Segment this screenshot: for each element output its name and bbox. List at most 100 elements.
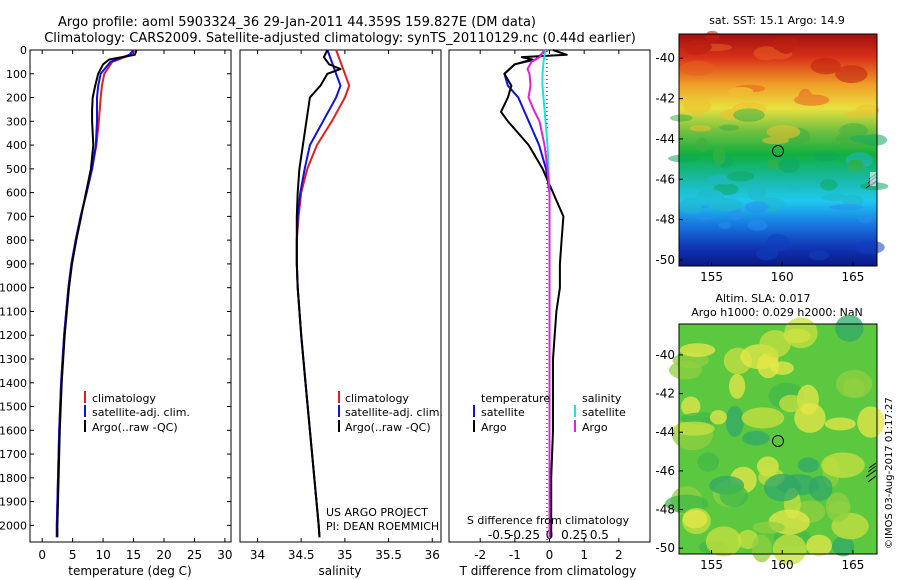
sst-texture-cell — [712, 147, 726, 166]
x-tick-label: 25 — [187, 548, 202, 562]
difference-series — [500, 49, 568, 538]
copyright-stamp: ©IMOS 03-Aug-2017 01:17:27 — [884, 397, 895, 549]
legend-heading-salinity: salinity — [582, 392, 622, 405]
sla-map: Altim. SLA: 0.017 Argo h1000: 0.029 h200… — [655, 292, 885, 572]
temperature-axis: 0 5 10 15 20 25 30 — [38, 50, 233, 562]
sst-texture-cell — [747, 219, 768, 231]
sst-texture-cell — [688, 196, 724, 206]
land-patch — [870, 172, 876, 186]
sst-texture-cell — [753, 46, 779, 61]
x-tick-label: 15 — [126, 548, 141, 562]
sla-texture-cell — [779, 394, 804, 413]
depth-tick-label: 100 — [6, 68, 27, 81]
sst-texture-cell — [705, 30, 720, 42]
difference-panel: -2 -1 0 1 2 -0.5-0.25 0 0.25 0.5 S difference f… — [448, 49, 651, 578]
depth-tick-label: 1300 — [0, 353, 27, 366]
depth-tick-label: 500 — [6, 163, 27, 176]
depth-tick-label: 0 — [20, 44, 27, 57]
sla-texture-cell — [719, 484, 749, 508]
lat-tick-label: -48 — [655, 503, 675, 517]
temperature-series — [55, 49, 138, 538]
sla-texture-cell — [681, 396, 701, 417]
depth-tick-label: 800 — [6, 234, 27, 247]
sst-texture-cell — [695, 137, 708, 153]
lon-tick-label: 165 — [842, 270, 865, 284]
sla-map-subtitle: Argo h1000: 0.029 h2000: NaN — [691, 306, 863, 319]
sla-texture-cell — [742, 430, 770, 446]
depth-tick-label: 400 — [6, 139, 27, 152]
sst-texture-cell — [667, 154, 701, 163]
sst-texture-cell — [747, 183, 767, 202]
s-difference-axis: -0.5-0.25 0 0.25 0.5 — [488, 528, 609, 542]
lat-tick-label: -44 — [655, 132, 675, 146]
sst-texture — [667, 30, 889, 261]
sst-texture-cell — [727, 171, 755, 182]
sla-texture-cell — [842, 377, 866, 398]
lat-tick-label: -44 — [655, 425, 675, 439]
x-tick-label: 0 — [38, 548, 46, 562]
temperature-panel: 0100200300400500600700800900100011001200… — [0, 44, 650, 578]
sst-texture-cell — [860, 182, 889, 191]
sst-texture-cell — [686, 48, 706, 55]
legend-label-satellite: satellite-adj. clim. — [345, 406, 443, 419]
salinity-series — [295, 49, 351, 538]
sst-texture-cell — [762, 136, 789, 145]
lon-tick-label: 165 — [842, 558, 865, 572]
s-difference-label: S difference from climatology — [467, 514, 630, 527]
x-tick-label: 0 — [546, 548, 554, 562]
sst-texture-cell — [727, 87, 754, 96]
lon-tick-label: 160 — [771, 270, 794, 284]
float-location-marker — [772, 145, 784, 157]
depth-tick-label: 600 — [6, 187, 27, 200]
sst-texture-cell — [766, 233, 790, 252]
temperature-panel-frame — [29, 49, 232, 543]
sla-texture-cell — [741, 407, 785, 429]
lat-tick-label: -42 — [655, 387, 675, 401]
lon-tick-label: 160 — [771, 558, 794, 572]
sla-texture-cell — [679, 343, 716, 357]
figure-title: Argo profile: aoml 5903324_36 29-Jan-201… — [58, 15, 536, 30]
sla-texture-cell — [757, 352, 780, 379]
sla-texture-cell — [784, 317, 818, 349]
sla-texture-cell — [772, 533, 807, 565]
sst-texture-cell — [787, 183, 803, 190]
lat-tick-label: -42 — [655, 92, 675, 106]
lon-tick-label: 155 — [700, 558, 723, 572]
x-tick-label: 10 — [95, 548, 110, 562]
lat-tick-label: -50 — [655, 541, 675, 555]
sla-texture-cell — [806, 534, 832, 557]
sla-map-frame — [678, 323, 878, 555]
sla-map-title: Altim. SLA: 0.017 — [715, 292, 810, 305]
sst-texture-cell — [766, 125, 801, 140]
sla-texture-cell — [752, 521, 785, 534]
sst-texture-cell — [847, 159, 864, 172]
sst-texture-cell — [845, 111, 864, 118]
sla-texture-cell — [682, 509, 708, 529]
s-tick-label: 0.5 — [590, 528, 609, 542]
sla-texture-cell — [824, 417, 856, 431]
sla-texture-cell — [857, 406, 885, 438]
temperature-legend: climatology satellite-adj. clim. Argo(..… — [84, 391, 190, 434]
sst-texture-cell — [733, 108, 765, 122]
x-tick-label: -2 — [474, 548, 486, 562]
sst-map-axes: 155 160 165 -40 -42 -44 -46 -48 -50 — [655, 51, 864, 284]
depth-tick-label: 300 — [6, 115, 27, 128]
x-tick-label: 35.5 — [375, 548, 402, 562]
x-tick-label: -1 — [509, 548, 521, 562]
lat-tick-label: -40 — [655, 348, 675, 362]
legend-label-s-argo: Argo — [582, 421, 608, 434]
sla-texture-cell — [705, 526, 742, 557]
legend-label-satellite: satellite-adj. clim. — [92, 406, 190, 419]
t-difference-axis: -2 -1 0 1 2 — [474, 50, 623, 562]
depth-tick-label: 1500 — [0, 401, 27, 414]
sla-texture-cell — [835, 314, 864, 342]
depth-tick-label: 1100 — [0, 305, 27, 318]
depth-tick-label: 1600 — [0, 424, 27, 437]
sst-texture-cell — [744, 201, 769, 213]
depth-tick-label: 1800 — [0, 472, 27, 485]
legend-label-s-satellite: satellite — [582, 406, 626, 419]
lat-tick-label: -46 — [655, 172, 675, 186]
x-tick-label: 5 — [69, 548, 77, 562]
x-tick-label: 35 — [337, 548, 352, 562]
